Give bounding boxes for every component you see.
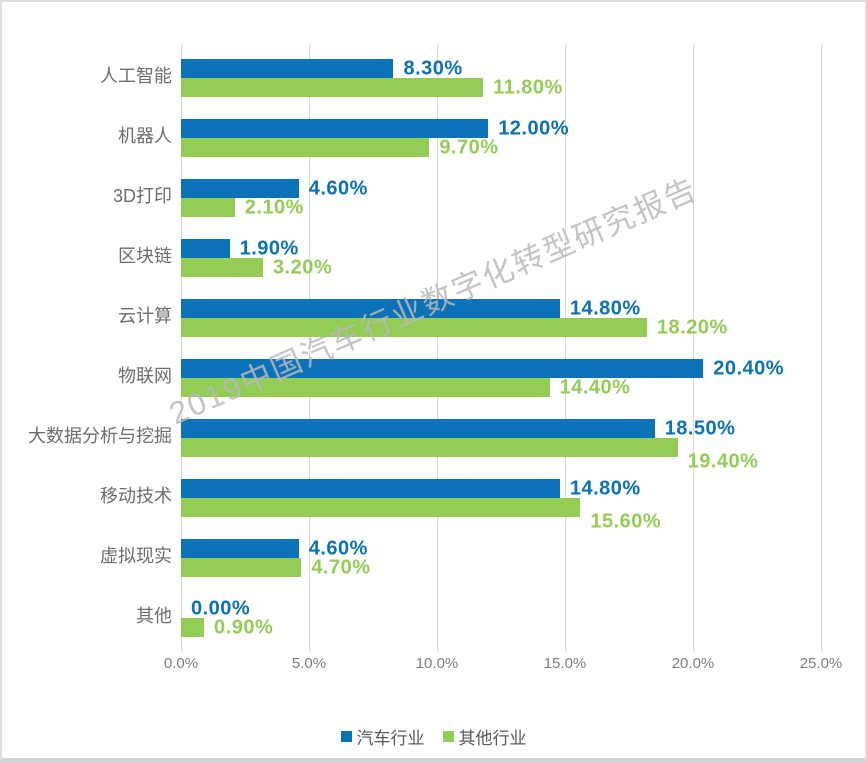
value-label-auto-industry: 0.00% — [191, 597, 251, 619]
bar-group: 4.60% 2.10% — [181, 165, 821, 225]
category-label: 机器人 — [118, 126, 172, 146]
bar-auto-industry — [181, 299, 560, 318]
category-label: 区块链 — [118, 246, 172, 266]
value-label-other-industry: 19.40% — [687, 450, 759, 472]
value-label-other-industry: 14.40% — [559, 376, 631, 398]
x-tick-label: 0.0% — [163, 655, 199, 672]
bar-other-industry — [181, 618, 205, 637]
x-tick-label: 25.0% — [799, 655, 843, 672]
legend-swatch-icon — [340, 731, 352, 742]
legend: 汽车行业 其他行业 — [2, 724, 865, 749]
category-label: 移动技术 — [100, 486, 172, 506]
plot-area: 8.30% 11.80% 12.00% 9.70% 4.60% 2.10% 1.90% 3.2… — [181, 45, 822, 651]
bar-other-industry — [181, 258, 263, 277]
bar-auto-industry — [181, 419, 655, 438]
value-label-auto-industry: 4.60% — [308, 177, 368, 199]
value-label-auto-industry: 14.80% — [569, 297, 641, 319]
category-label: 人工智能 — [100, 66, 172, 86]
category-axis: 人工智能机器人 3D打印区块链云计算物联网大数据分析与挖掘移动技术虚拟现实其他 — [2, 45, 172, 645]
gridline — [821, 45, 822, 651]
value-label-auto-industry: 8.30% — [403, 57, 463, 79]
value-label-other-industry: 3.20% — [272, 256, 333, 278]
bar-group: 0.00% 0.90% — [181, 585, 821, 645]
value-label-other-industry: 18.20% — [656, 316, 728, 338]
value-label-auto-industry: 1.90% — [239, 237, 299, 259]
bar-other-industry — [181, 558, 302, 577]
legend-item: 其他行业 — [442, 724, 527, 749]
bar-other-industry — [181, 198, 235, 217]
bar-group: 12.00% 9.70% — [181, 105, 821, 165]
gridline — [437, 45, 438, 651]
category-label: 物联网 — [118, 366, 172, 386]
bar-auto-industry — [181, 119, 489, 138]
bar-group: 14.80% 15.60% — [181, 465, 821, 532]
bar-group: 20.40% 14.40% — [181, 345, 821, 405]
legend-label: 汽车行业 — [356, 729, 425, 748]
bar-auto-industry — [181, 479, 560, 498]
value-axis: 0.0% 5.0% 10.0% 15.0% 20.0% 25.0% — [164, 655, 842, 675]
x-tick-label: 10.0% — [415, 655, 459, 672]
bar-auto-industry — [181, 239, 230, 258]
gridline — [565, 45, 566, 651]
legend-item: 汽车行业 — [340, 724, 425, 749]
gridline — [181, 45, 182, 651]
category-label: 云计算 — [118, 306, 172, 326]
bar-auto-industry — [181, 179, 299, 198]
value-label-other-industry: 15.60% — [590, 510, 662, 532]
value-label-other-industry: 4.70% — [311, 556, 371, 578]
bar-other-industry — [181, 438, 678, 457]
bar-auto-industry — [181, 359, 704, 378]
x-tick-label: 15.0% — [543, 655, 587, 672]
value-label-other-industry: 9.70% — [439, 136, 499, 158]
legend-swatch-icon — [442, 731, 454, 742]
bar-group: 1.90% 3.20% — [181, 225, 821, 285]
bar-other-industry — [181, 378, 550, 397]
x-tick-label: 20.0% — [671, 655, 715, 672]
bar-auto-industry — [181, 59, 394, 78]
legend-label: 其他行业 — [458, 729, 527, 748]
value-label-other-industry: 11.80% — [493, 76, 563, 98]
value-label-auto-industry: 14.80% — [569, 477, 641, 499]
value-label-auto-industry: 18.50% — [664, 417, 736, 439]
x-tick-label: 5.0% — [291, 655, 327, 672]
category-label: 虚拟现实 — [100, 546, 172, 566]
bar-group: 8.30% 11.80% — [181, 45, 821, 105]
value-label-other-industry: 2.10% — [244, 196, 304, 218]
category-label: 其他 — [136, 606, 172, 626]
bar-other-industry — [181, 498, 581, 517]
gridline — [309, 45, 310, 651]
bar-other-industry — [181, 318, 647, 337]
bar-other-industry — [181, 138, 430, 157]
value-label-other-industry: 0.90% — [214, 616, 274, 638]
value-label-auto-industry: 20.40% — [713, 357, 785, 379]
bar-group: 18.50% 19.40% — [181, 405, 821, 472]
bar-group: 4.60% 4.70% — [181, 525, 821, 585]
bar-other-industry — [181, 78, 484, 97]
value-label-auto-industry: 12.00% — [498, 117, 570, 139]
bar-group: 14.80% 18.20% — [181, 285, 821, 345]
bar-auto-industry — [181, 539, 299, 558]
category-label: 大数据分析与挖掘 — [28, 426, 172, 446]
value-label-auto-industry: 4.60% — [308, 537, 368, 559]
gridline — [693, 45, 694, 651]
category-label: 3D打印 — [112, 186, 172, 206]
